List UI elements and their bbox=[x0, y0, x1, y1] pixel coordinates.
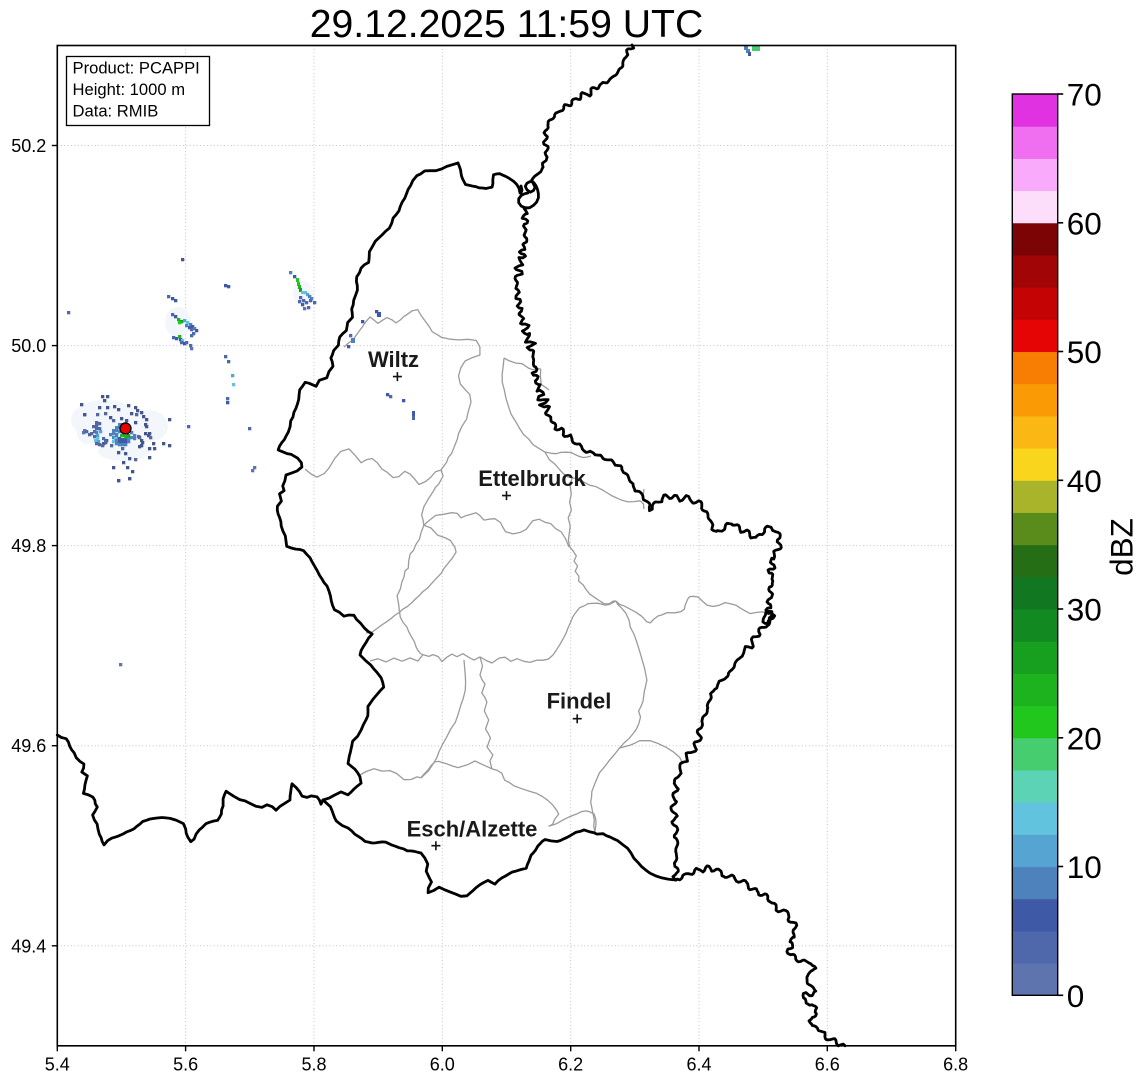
svg-text:Product: PCAPPI: Product: PCAPPI bbox=[73, 59, 200, 78]
svg-text:49.8: 49.8 bbox=[11, 536, 46, 556]
svg-text:20: 20 bbox=[1067, 720, 1102, 756]
svg-text:Findel: Findel bbox=[547, 689, 612, 714]
svg-text:50.0: 50.0 bbox=[11, 336, 46, 356]
svg-text:6.4: 6.4 bbox=[686, 1054, 711, 1074]
svg-text:Ettelbruck: Ettelbruck bbox=[478, 466, 586, 491]
svg-text:6.2: 6.2 bbox=[558, 1054, 583, 1074]
svg-text:50: 50 bbox=[1067, 334, 1102, 370]
svg-text:30: 30 bbox=[1067, 592, 1102, 628]
svg-text:dBZ: dBZ bbox=[1104, 518, 1140, 576]
svg-text:70: 70 bbox=[1067, 77, 1102, 113]
svg-text:Height: 1000 m: Height: 1000 m bbox=[73, 80, 186, 99]
svg-text:Wiltz: Wiltz bbox=[368, 347, 419, 372]
svg-text:Data: RMIB: Data: RMIB bbox=[73, 102, 159, 121]
svg-text:Esch/Alzette: Esch/Alzette bbox=[407, 817, 538, 842]
svg-text:29.12.2025 11:59 UTC: 29.12.2025 11:59 UTC bbox=[310, 3, 704, 46]
svg-text:0: 0 bbox=[1067, 978, 1085, 1014]
svg-text:40: 40 bbox=[1067, 463, 1102, 499]
svg-text:6.8: 6.8 bbox=[943, 1054, 968, 1074]
svg-text:60: 60 bbox=[1067, 205, 1102, 241]
svg-text:6.0: 6.0 bbox=[430, 1054, 455, 1074]
svg-text:5.6: 5.6 bbox=[173, 1054, 198, 1074]
svg-text:6.6: 6.6 bbox=[815, 1054, 840, 1074]
svg-text:5.8: 5.8 bbox=[301, 1054, 326, 1074]
svg-text:5.4: 5.4 bbox=[45, 1054, 70, 1074]
svg-text:10: 10 bbox=[1067, 849, 1102, 885]
svg-text:49.6: 49.6 bbox=[11, 736, 46, 756]
svg-text:50.2: 50.2 bbox=[11, 136, 46, 156]
svg-text:49.4: 49.4 bbox=[11, 936, 46, 956]
